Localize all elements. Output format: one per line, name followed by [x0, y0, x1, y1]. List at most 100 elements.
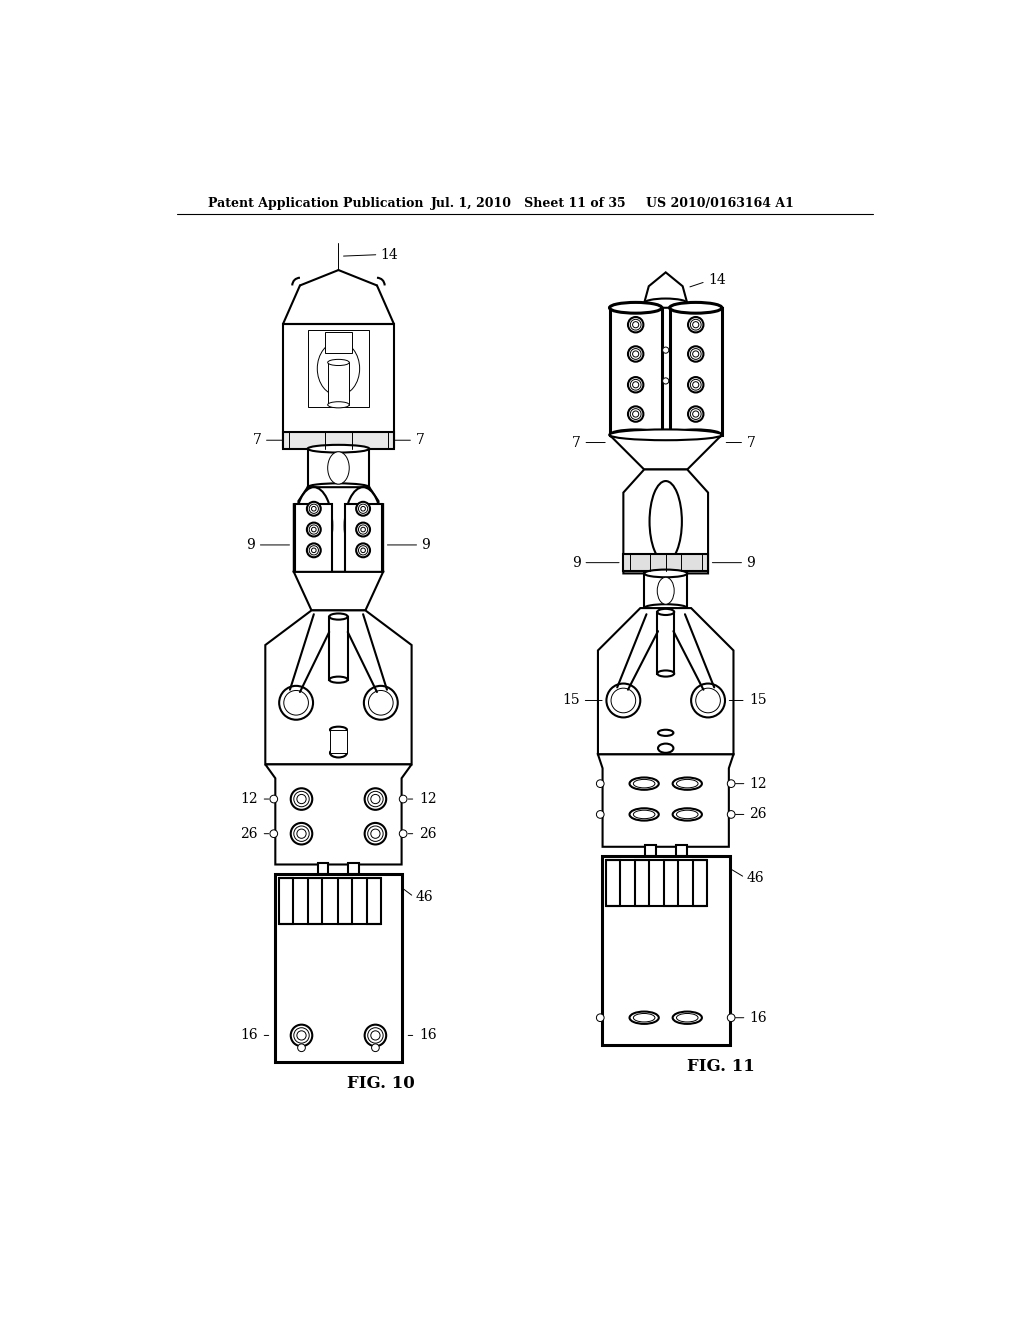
Circle shape [692, 411, 698, 417]
Text: 12: 12 [240, 792, 258, 807]
Ellipse shape [658, 730, 674, 737]
Circle shape [611, 688, 636, 713]
Circle shape [311, 507, 316, 511]
Polygon shape [609, 434, 722, 470]
Circle shape [284, 690, 308, 715]
Polygon shape [598, 755, 733, 847]
Circle shape [307, 544, 321, 557]
Text: 46: 46 [746, 871, 764, 884]
Bar [348, 863, 359, 874]
Ellipse shape [657, 577, 674, 605]
Circle shape [358, 504, 368, 513]
Circle shape [368, 826, 383, 841]
Bar [605, 859, 620, 906]
Text: FIG. 10: FIG. 10 [347, 1076, 415, 1093]
Circle shape [692, 381, 698, 388]
Circle shape [631, 319, 641, 330]
Text: US 2010/0163164 A1: US 2010/0163164 A1 [646, 197, 795, 210]
Text: 14: 14 [381, 248, 398, 261]
Circle shape [311, 548, 316, 553]
Ellipse shape [658, 743, 674, 752]
Circle shape [365, 788, 386, 810]
Ellipse shape [630, 808, 658, 821]
Circle shape [633, 351, 639, 358]
Circle shape [606, 684, 640, 718]
Text: 26: 26 [419, 826, 437, 841]
Circle shape [294, 826, 309, 841]
Text: 9: 9 [422, 539, 430, 552]
Bar [283, 323, 394, 447]
Circle shape [628, 317, 643, 333]
Circle shape [358, 545, 368, 554]
Ellipse shape [670, 302, 722, 313]
Ellipse shape [630, 777, 658, 789]
Ellipse shape [673, 777, 701, 789]
Circle shape [356, 544, 370, 557]
Text: Patent Application Publication: Patent Application Publication [208, 197, 423, 210]
Ellipse shape [609, 429, 662, 441]
Circle shape [690, 379, 701, 391]
Circle shape [688, 407, 703, 422]
Circle shape [356, 523, 370, 536]
Bar [328, 363, 349, 405]
Circle shape [364, 686, 397, 719]
Ellipse shape [330, 726, 347, 733]
Text: 15: 15 [562, 693, 580, 708]
Circle shape [298, 1044, 305, 1052]
Circle shape [628, 346, 643, 362]
Circle shape [631, 348, 641, 359]
Bar [338, 878, 351, 924]
Ellipse shape [644, 570, 687, 577]
Circle shape [297, 829, 306, 838]
Text: 7: 7 [253, 433, 261, 447]
Ellipse shape [657, 671, 674, 677]
Circle shape [371, 795, 380, 804]
Circle shape [399, 830, 407, 838]
Circle shape [369, 690, 393, 715]
Ellipse shape [673, 1011, 701, 1024]
Text: 9: 9 [247, 539, 255, 552]
Ellipse shape [657, 609, 674, 615]
Circle shape [633, 381, 639, 388]
Bar [665, 859, 678, 906]
Text: 26: 26 [749, 808, 766, 821]
Circle shape [291, 1024, 312, 1047]
Circle shape [309, 504, 318, 513]
Text: 9: 9 [746, 556, 756, 570]
Ellipse shape [609, 302, 662, 313]
Bar [325, 331, 352, 354]
Circle shape [596, 1014, 604, 1022]
Text: 26: 26 [240, 826, 258, 841]
Bar [283, 432, 394, 449]
Circle shape [371, 829, 380, 838]
Bar [693, 859, 708, 906]
Circle shape [307, 523, 321, 536]
Text: 14: 14 [708, 273, 726, 286]
Bar [345, 504, 382, 572]
Ellipse shape [677, 1014, 698, 1022]
Circle shape [692, 322, 698, 327]
Bar [645, 845, 655, 857]
Circle shape [727, 810, 735, 818]
Circle shape [596, 780, 604, 788]
Bar [644, 573, 687, 609]
Bar [676, 845, 686, 857]
Circle shape [631, 379, 641, 391]
Ellipse shape [328, 451, 349, 484]
Circle shape [688, 317, 703, 333]
Circle shape [368, 1028, 383, 1043]
Text: Jul. 1, 2010   Sheet 11 of 35: Jul. 1, 2010 Sheet 11 of 35 [431, 197, 627, 210]
Ellipse shape [317, 342, 359, 396]
Circle shape [360, 548, 366, 553]
Circle shape [692, 351, 698, 358]
Circle shape [270, 830, 278, 838]
Circle shape [356, 502, 370, 516]
Ellipse shape [649, 480, 682, 562]
Ellipse shape [330, 748, 347, 758]
Text: 12: 12 [419, 792, 437, 807]
Text: 7: 7 [572, 436, 581, 450]
Text: 16: 16 [749, 1011, 767, 1024]
Text: 15: 15 [749, 693, 767, 708]
Bar [657, 612, 674, 673]
Circle shape [690, 409, 701, 420]
